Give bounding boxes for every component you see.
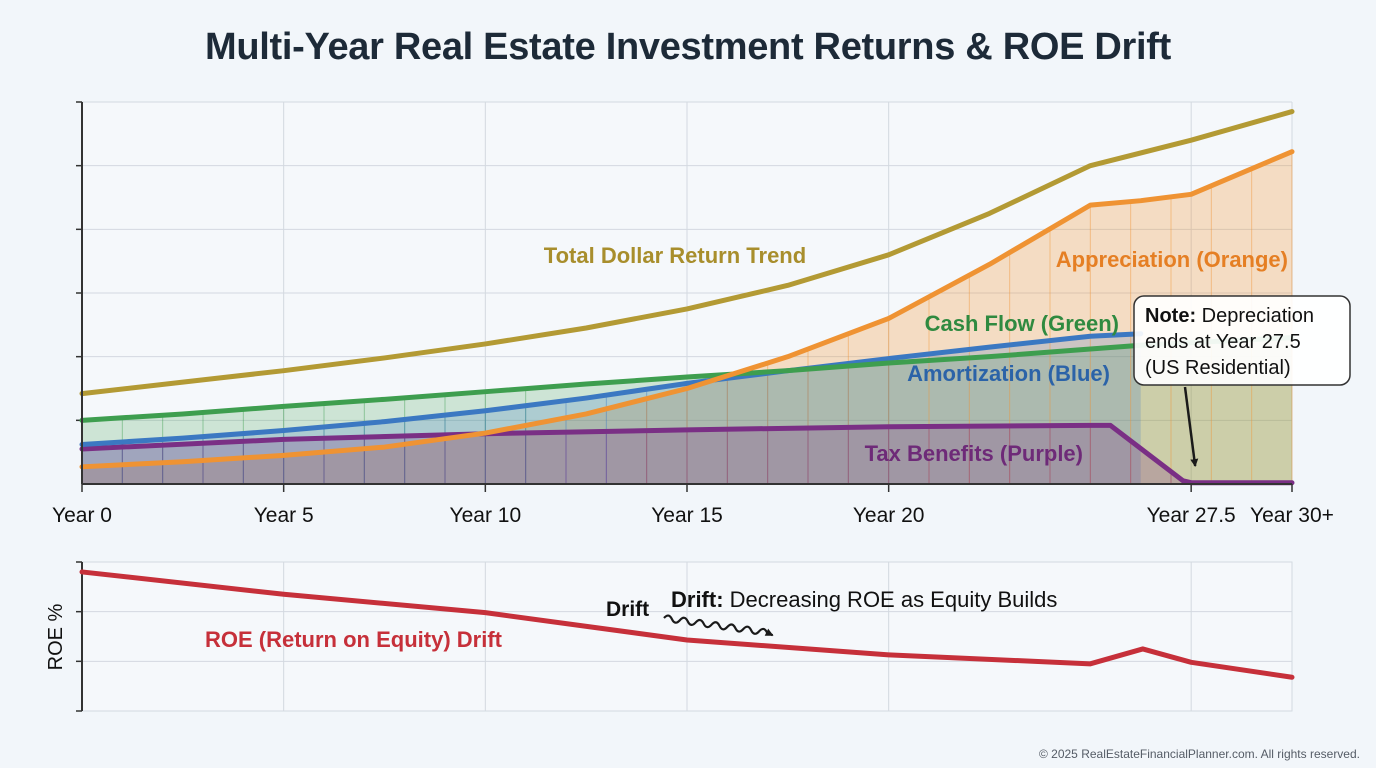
roe-y-axis-label: ROE % <box>45 603 67 670</box>
roe-series-label: ROE (Return on Equity) Drift <box>205 627 503 652</box>
chart-title: Multi-Year Real Estate Investment Return… <box>205 26 1171 68</box>
note-arrow <box>1183 386 1199 467</box>
returns-chart: Year 0 Year 5 Year 10 Year 15 Year 20 Year 27… <box>52 101 1351 527</box>
x-tick-label: Year 30+ <box>1250 504 1334 527</box>
note-line-3: (US Residential) <box>1145 357 1291 379</box>
x-tick-label: Year 20 <box>853 504 925 527</box>
x-tick-label: Year 27.5 <box>1147 504 1236 527</box>
roe-chart: ROE % ROE (Return on Equity) Drift Drift Dr… <box>45 561 1295 712</box>
amortization-label: Amortization (Blue) <box>907 361 1110 386</box>
drift-word-label: Drift <box>606 598 649 621</box>
copyright-notice: © 2025 RealEstateFinancialPlanner.com. A… <box>1038 747 1360 761</box>
roe-line <box>79 569 1295 680</box>
tax-benefits-label: Tax Benefits (Purple) <box>865 441 1083 466</box>
x-tick-label: Year 5 <box>254 504 314 527</box>
note-line-2: ends at Year 27.5 <box>1145 331 1301 353</box>
note-bold-prefix: Note: <box>1145 305 1196 327</box>
appreciation-label: Appreciation (Orange) <box>1056 247 1288 272</box>
total-label: Total Dollar Return Trend <box>544 243 806 268</box>
tax-benefits-area <box>82 425 1292 484</box>
cash-flow-label: Cash Flow (Green) <box>925 311 1119 336</box>
drift-text: Decreasing ROE as Equity Builds <box>724 587 1058 612</box>
note-text: Depreciation <box>1196 305 1314 327</box>
appreciation-area <box>82 151 1292 484</box>
depreciation-note-box <box>1133 295 1351 386</box>
note-line-1: Note: Depreciation <box>1145 305 1314 327</box>
amortization-line <box>79 331 1144 448</box>
x-tick-label: Year 10 <box>450 504 522 527</box>
drift-description: Drift: Decreasing ROE as Equity Builds <box>671 587 1057 612</box>
x-tick-label: Year 15 <box>651 504 723 527</box>
tax-benefits-line <box>79 422 1295 486</box>
appreciation-line <box>79 149 1295 470</box>
x-tick-label: Year 0 <box>52 504 112 527</box>
total-line <box>79 109 1295 397</box>
drift-bold-prefix: Drift: <box>671 587 724 612</box>
drift-squiggle-arrow <box>663 614 774 637</box>
